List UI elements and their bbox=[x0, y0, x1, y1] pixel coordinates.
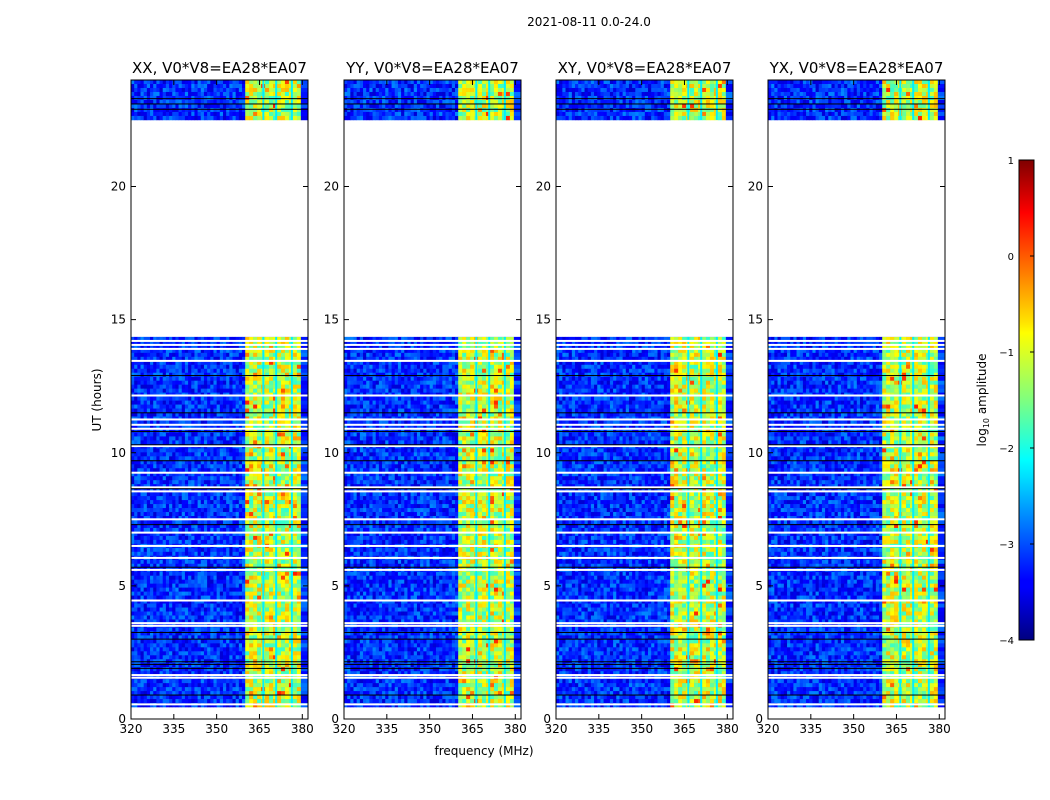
y-tick-label: 10 bbox=[536, 446, 551, 460]
panel-title: YX, V0*V8=EA28*EA07 bbox=[769, 59, 944, 77]
colorbar-tick-label: 1 bbox=[1008, 156, 1014, 167]
x-tick-label: 365 bbox=[885, 722, 908, 736]
colorbar-label: log10 amplitude bbox=[975, 354, 991, 447]
figure-title: 2021-08-11 0.0-24.0 bbox=[527, 15, 651, 29]
x-tick-label: 365 bbox=[248, 722, 271, 736]
y-tick-label: 5 bbox=[118, 579, 126, 593]
heatmap-image bbox=[768, 80, 945, 708]
x-tick-label: 365 bbox=[461, 722, 484, 736]
colorbar-tick-label: −2 bbox=[999, 444, 1014, 455]
y-tick-label: 10 bbox=[111, 446, 126, 460]
y-tick-label: 5 bbox=[331, 579, 339, 593]
y-tick-label: 0 bbox=[755, 712, 763, 726]
x-tick-label: 380 bbox=[291, 722, 314, 736]
y-tick-label: 0 bbox=[118, 712, 126, 726]
x-tick-label: 335 bbox=[375, 722, 398, 736]
x-tick-label: 350 bbox=[205, 722, 228, 736]
y-tick-label: 5 bbox=[543, 579, 551, 593]
y-tick-label: 10 bbox=[748, 446, 763, 460]
colorbar-gradient bbox=[1018, 159, 1035, 641]
y-tick-label: 15 bbox=[324, 313, 339, 327]
colorbar-tick-label: −3 bbox=[999, 540, 1014, 551]
colorbar-tick-label: −4 bbox=[999, 636, 1014, 647]
heatmap-image bbox=[556, 80, 733, 708]
panel-xx: XX, V0*V8=EA28*EA07 320 335 350 365 380 0 5 10 15… bbox=[111, 59, 314, 736]
panel-yy: YY, V0*V8=EA28*EA07 320 335 350 365 380 0 5 10 15… bbox=[324, 59, 527, 736]
x-tick-label: 335 bbox=[799, 722, 822, 736]
y-tick-label: 0 bbox=[331, 712, 339, 726]
heatmap-image bbox=[344, 80, 521, 708]
y-tick-label: 15 bbox=[748, 313, 763, 327]
colorbar-tick-label: −1 bbox=[999, 348, 1014, 359]
y-tick-label: 15 bbox=[536, 313, 551, 327]
heatmap-image bbox=[131, 80, 308, 708]
colorbar: 1 0 −1 −2 −3 −4 log10 amplitude bbox=[975, 156, 1035, 647]
panel-yx: YX, V0*V8=EA28*EA07 320 335 350 365 380 0 5 10 15… bbox=[748, 59, 951, 736]
x-axis-label: frequency (MHz) bbox=[434, 744, 533, 758]
x-tick-label: 320 bbox=[757, 722, 780, 736]
y-tick-label: 20 bbox=[324, 180, 339, 194]
colorbar-tick-label: 0 bbox=[1008, 252, 1014, 263]
panel-xy: XY, V0*V8=EA28*EA07 320 335 350 365 380 0 5 10 15… bbox=[536, 59, 739, 736]
panel-title: YY, V0*V8=EA28*EA07 bbox=[345, 59, 519, 77]
x-tick-label: 380 bbox=[504, 722, 527, 736]
panel-title: XX, V0*V8=EA28*EA07 bbox=[132, 59, 307, 77]
x-tick-label: 380 bbox=[716, 722, 739, 736]
y-tick-label: 0 bbox=[543, 712, 551, 726]
y-tick-label: 10 bbox=[324, 446, 339, 460]
plot-frame bbox=[343, 79, 522, 720]
x-tick-label: 350 bbox=[842, 722, 865, 736]
x-tick-label: 365 bbox=[673, 722, 696, 736]
plot-frame bbox=[555, 79, 734, 720]
x-tick-label: 335 bbox=[587, 722, 610, 736]
panel-title: XY, V0*V8=EA28*EA07 bbox=[558, 59, 732, 77]
y-tick-label: 5 bbox=[755, 579, 763, 593]
y-tick-label: 15 bbox=[111, 313, 126, 327]
plot-frame bbox=[767, 79, 946, 720]
y-tick-label: 20 bbox=[536, 180, 551, 194]
x-tick-label: 320 bbox=[333, 722, 356, 736]
plot-frame bbox=[130, 79, 309, 720]
x-tick-label: 380 bbox=[928, 722, 951, 736]
y-tick-label: 20 bbox=[111, 180, 126, 194]
y-tick-label: 20 bbox=[748, 180, 763, 194]
x-tick-label: 335 bbox=[162, 722, 185, 736]
x-tick-label: 320 bbox=[545, 722, 568, 736]
x-tick-label: 320 bbox=[120, 722, 143, 736]
y-axis-label: UT (hours) bbox=[90, 368, 104, 431]
x-tick-label: 350 bbox=[418, 722, 441, 736]
x-tick-label: 350 bbox=[630, 722, 653, 736]
